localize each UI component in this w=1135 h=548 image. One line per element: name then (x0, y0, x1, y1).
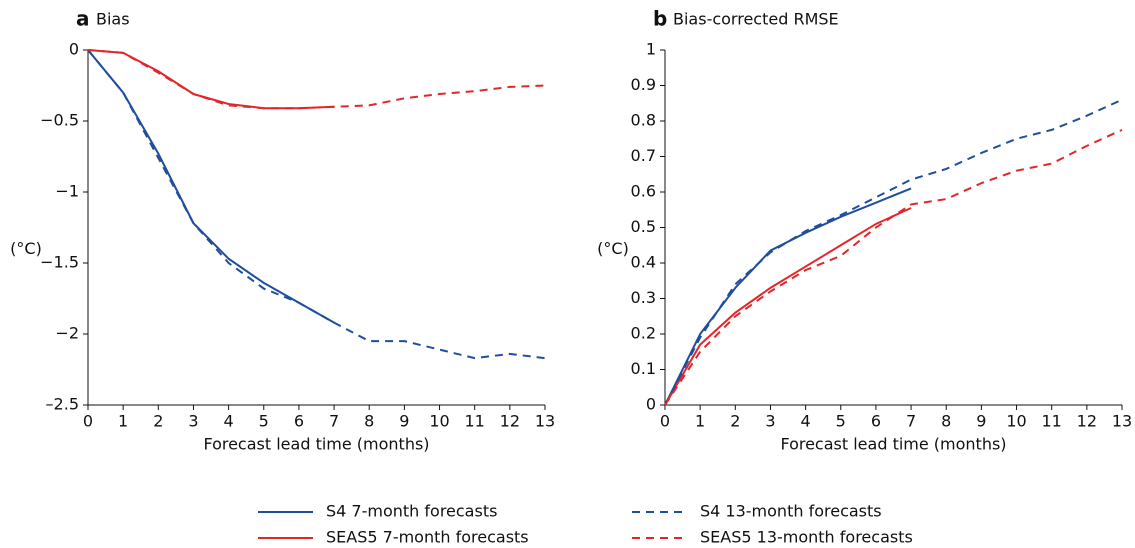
y-tick-label: −2 (55, 324, 79, 343)
legend-label: SEAS5 13-month forecasts (700, 528, 913, 547)
y-tick-label: 0.5 (631, 217, 656, 236)
x-tick-label: 7 (329, 412, 339, 431)
line (87, 49, 335, 110)
y-axis-label: (°C) (597, 239, 629, 258)
x-tick-label: 11 (465, 412, 485, 431)
x-tick-label: 8 (364, 412, 374, 431)
line (664, 98, 1123, 406)
x-tick-label: 10 (429, 412, 449, 431)
y-tick-label: −1 (55, 182, 79, 201)
panel-label: a (76, 7, 90, 31)
y-tick-label: 1 (646, 40, 656, 59)
x-tick-label: 5 (259, 412, 269, 431)
x-tick-label: 7 (906, 412, 916, 431)
x-tick-label: 12 (1077, 412, 1097, 431)
line (87, 49, 546, 360)
y-tick-label: 0.1 (631, 359, 656, 378)
line (664, 128, 1123, 406)
x-tick-label: 8 (941, 412, 951, 431)
x-tick-label: 9 (399, 412, 409, 431)
x-tick-label: 1 (695, 412, 705, 431)
legend-label: S4 13-month forecasts (700, 502, 882, 521)
x-tick-label: 3 (188, 412, 198, 431)
x-tick-label: 2 (153, 412, 163, 431)
y-tick-label: 0 (646, 395, 656, 414)
chart-title: Bias-corrected RMSE (673, 10, 839, 29)
x-tick-label: 0 (660, 412, 670, 431)
x-tick-label: 4 (801, 412, 811, 431)
x-tick-label: 13 (535, 412, 555, 431)
x-tick-label: 1 (118, 412, 128, 431)
x-tick-label: 13 (1112, 412, 1132, 431)
panel-label: b (653, 7, 667, 31)
x-tick-label: 12 (500, 412, 520, 431)
y-tick-label: 0.9 (631, 75, 656, 94)
y-tick-label: –2.5 (46, 395, 79, 414)
x-tick-label: 4 (224, 412, 234, 431)
y-tick-label: 0.8 (631, 111, 656, 130)
x-tick-label: 9 (976, 412, 986, 431)
y-axis-label: (°C) (10, 239, 42, 258)
x-tick-label: 0 (83, 412, 93, 431)
legend-label: S4 7-month forecasts (326, 502, 497, 521)
y-tick-label: 0 (69, 40, 79, 59)
line (664, 187, 912, 406)
y-tick-label: −1.5 (40, 253, 79, 272)
x-tick-label: 2 (730, 412, 740, 431)
x-axis-label: Forecast lead time (months) (203, 435, 429, 454)
x-tick-label: 5 (836, 412, 846, 431)
line (664, 207, 912, 406)
chart-title: Bias (96, 10, 130, 29)
x-tick-label: 6 (871, 412, 881, 431)
x-tick-label: 6 (294, 412, 304, 431)
y-tick-label: −0.5 (40, 111, 79, 130)
y-tick-label: 0.7 (631, 146, 656, 165)
legend-label: SEAS5 7-month forecasts (326, 528, 529, 547)
line (87, 49, 546, 110)
y-tick-label: 0.2 (631, 324, 656, 343)
x-tick-label: 10 (1006, 412, 1026, 431)
y-tick-label: 0.6 (631, 182, 656, 201)
y-tick-label: 0.4 (631, 253, 656, 272)
line (87, 49, 335, 324)
y-tick-label: 0.3 (631, 288, 656, 307)
x-axis-label: Forecast lead time (months) (780, 435, 1006, 454)
x-tick-label: 11 (1042, 412, 1062, 431)
x-tick-label: 3 (765, 412, 775, 431)
